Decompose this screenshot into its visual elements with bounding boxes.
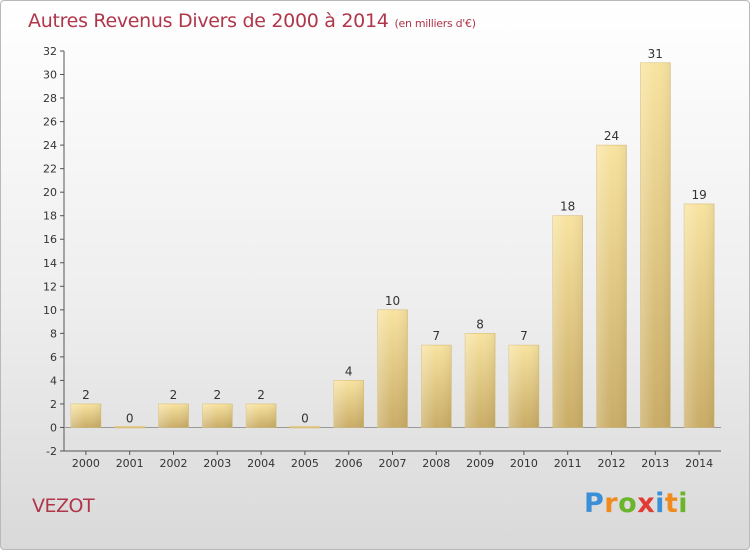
bar-value-label: 0	[301, 411, 309, 425]
y-tick-label: 30	[43, 69, 57, 82]
logo-letter: i	[678, 488, 689, 519]
x-tick-label: 2014	[685, 457, 713, 470]
x-tick-label: 2007	[379, 457, 407, 470]
bar	[114, 426, 145, 429]
y-tick-label: 28	[43, 92, 57, 105]
x-tick-label: 2008	[422, 457, 450, 470]
bar-shine	[246, 403, 277, 428]
bar-shine	[333, 380, 364, 428]
y-tick-label: 2	[50, 398, 57, 411]
bar	[289, 426, 321, 429]
y-tick-label: 14	[43, 257, 57, 270]
logo-letter: t	[664, 488, 679, 519]
y-tick-label: 0	[50, 421, 57, 434]
bar-shine	[421, 345, 452, 428]
bar-shine	[70, 403, 101, 428]
logo-letter: r	[604, 488, 619, 519]
bar-value-label: 31	[648, 47, 663, 61]
bar-value-label: 7	[520, 329, 528, 343]
logo-letter: P	[584, 488, 605, 519]
bars	[70, 62, 715, 429]
bar-value-label: 19	[691, 188, 706, 202]
bar-shine	[508, 345, 539, 428]
bar-shine	[684, 203, 715, 428]
y-tick-label: 24	[43, 139, 57, 152]
bar-value-label: 2	[257, 388, 265, 402]
chart-subtitle: (en milliers d'€)	[394, 17, 476, 30]
y-tick-label: 8	[50, 327, 57, 340]
chart-title: Autres Revenus Divers de 2000 à 2014 (en …	[28, 10, 476, 32]
logo-letter: i	[655, 488, 665, 519]
bar-value-label: 2	[82, 388, 90, 402]
y-tick-label: 10	[43, 304, 57, 317]
y-tick-label: -2	[46, 445, 57, 458]
x-tick-label: 2010	[510, 457, 538, 470]
value-labels: 2 0 2 2 2 0 4 10 7 8 7 18 24 31 19	[82, 47, 707, 426]
bar-shine	[596, 145, 627, 428]
y-tick-label: 20	[43, 186, 57, 199]
x-tick-label: 2011	[554, 457, 582, 470]
x-tick-label: 2013	[641, 457, 669, 470]
bar-value-label: 2	[213, 388, 221, 402]
x-tick-label: 2004	[247, 457, 275, 470]
logo-letter: o	[618, 488, 638, 519]
y-tick-label: 22	[43, 163, 57, 176]
bar-shine	[640, 62, 671, 428]
bar-value-label: 4	[345, 364, 353, 378]
bar-value-label: 0	[126, 411, 134, 425]
bar-value-label: 7	[432, 329, 440, 343]
x-tick-label: 2003	[203, 457, 231, 470]
x-tick-label: 2001	[116, 457, 144, 470]
bar-shine	[158, 403, 189, 428]
bar-value-label: 24	[604, 129, 619, 143]
x-tick-label: 2002	[160, 457, 188, 470]
bar-value-label: 2	[170, 388, 178, 402]
y-tick-label: 26	[43, 116, 57, 129]
chart-title-text: Autres Revenus Divers de 2000 à 2014	[28, 10, 389, 32]
y-tick-label: 12	[43, 280, 57, 293]
x-tick-label: 2009	[466, 457, 494, 470]
y-tick-label: 32	[43, 45, 57, 58]
bar-shine	[202, 403, 233, 428]
bar-shine	[552, 215, 583, 428]
y-tick-label: 18	[43, 210, 57, 223]
y-tick-label: 6	[50, 351, 57, 364]
logo-letter: x	[637, 488, 656, 519]
bar-shine	[377, 309, 408, 428]
bar-shine	[465, 333, 496, 428]
bar-value-label: 10	[385, 294, 400, 308]
proxiti-logo[interactable]: Proxiti	[584, 488, 688, 519]
x-tick-label: 2012	[598, 457, 626, 470]
commune-name: VEZOT	[32, 495, 95, 517]
bar-value-label: 8	[476, 317, 484, 331]
bar-value-label: 18	[560, 200, 575, 214]
y-tick-label: 4	[50, 374, 57, 387]
x-tick-label: 2006	[335, 457, 363, 470]
x-tick-label: 2005	[291, 457, 319, 470]
x-tick-label: 2000	[72, 457, 100, 470]
y-tick-label: 16	[43, 233, 57, 246]
